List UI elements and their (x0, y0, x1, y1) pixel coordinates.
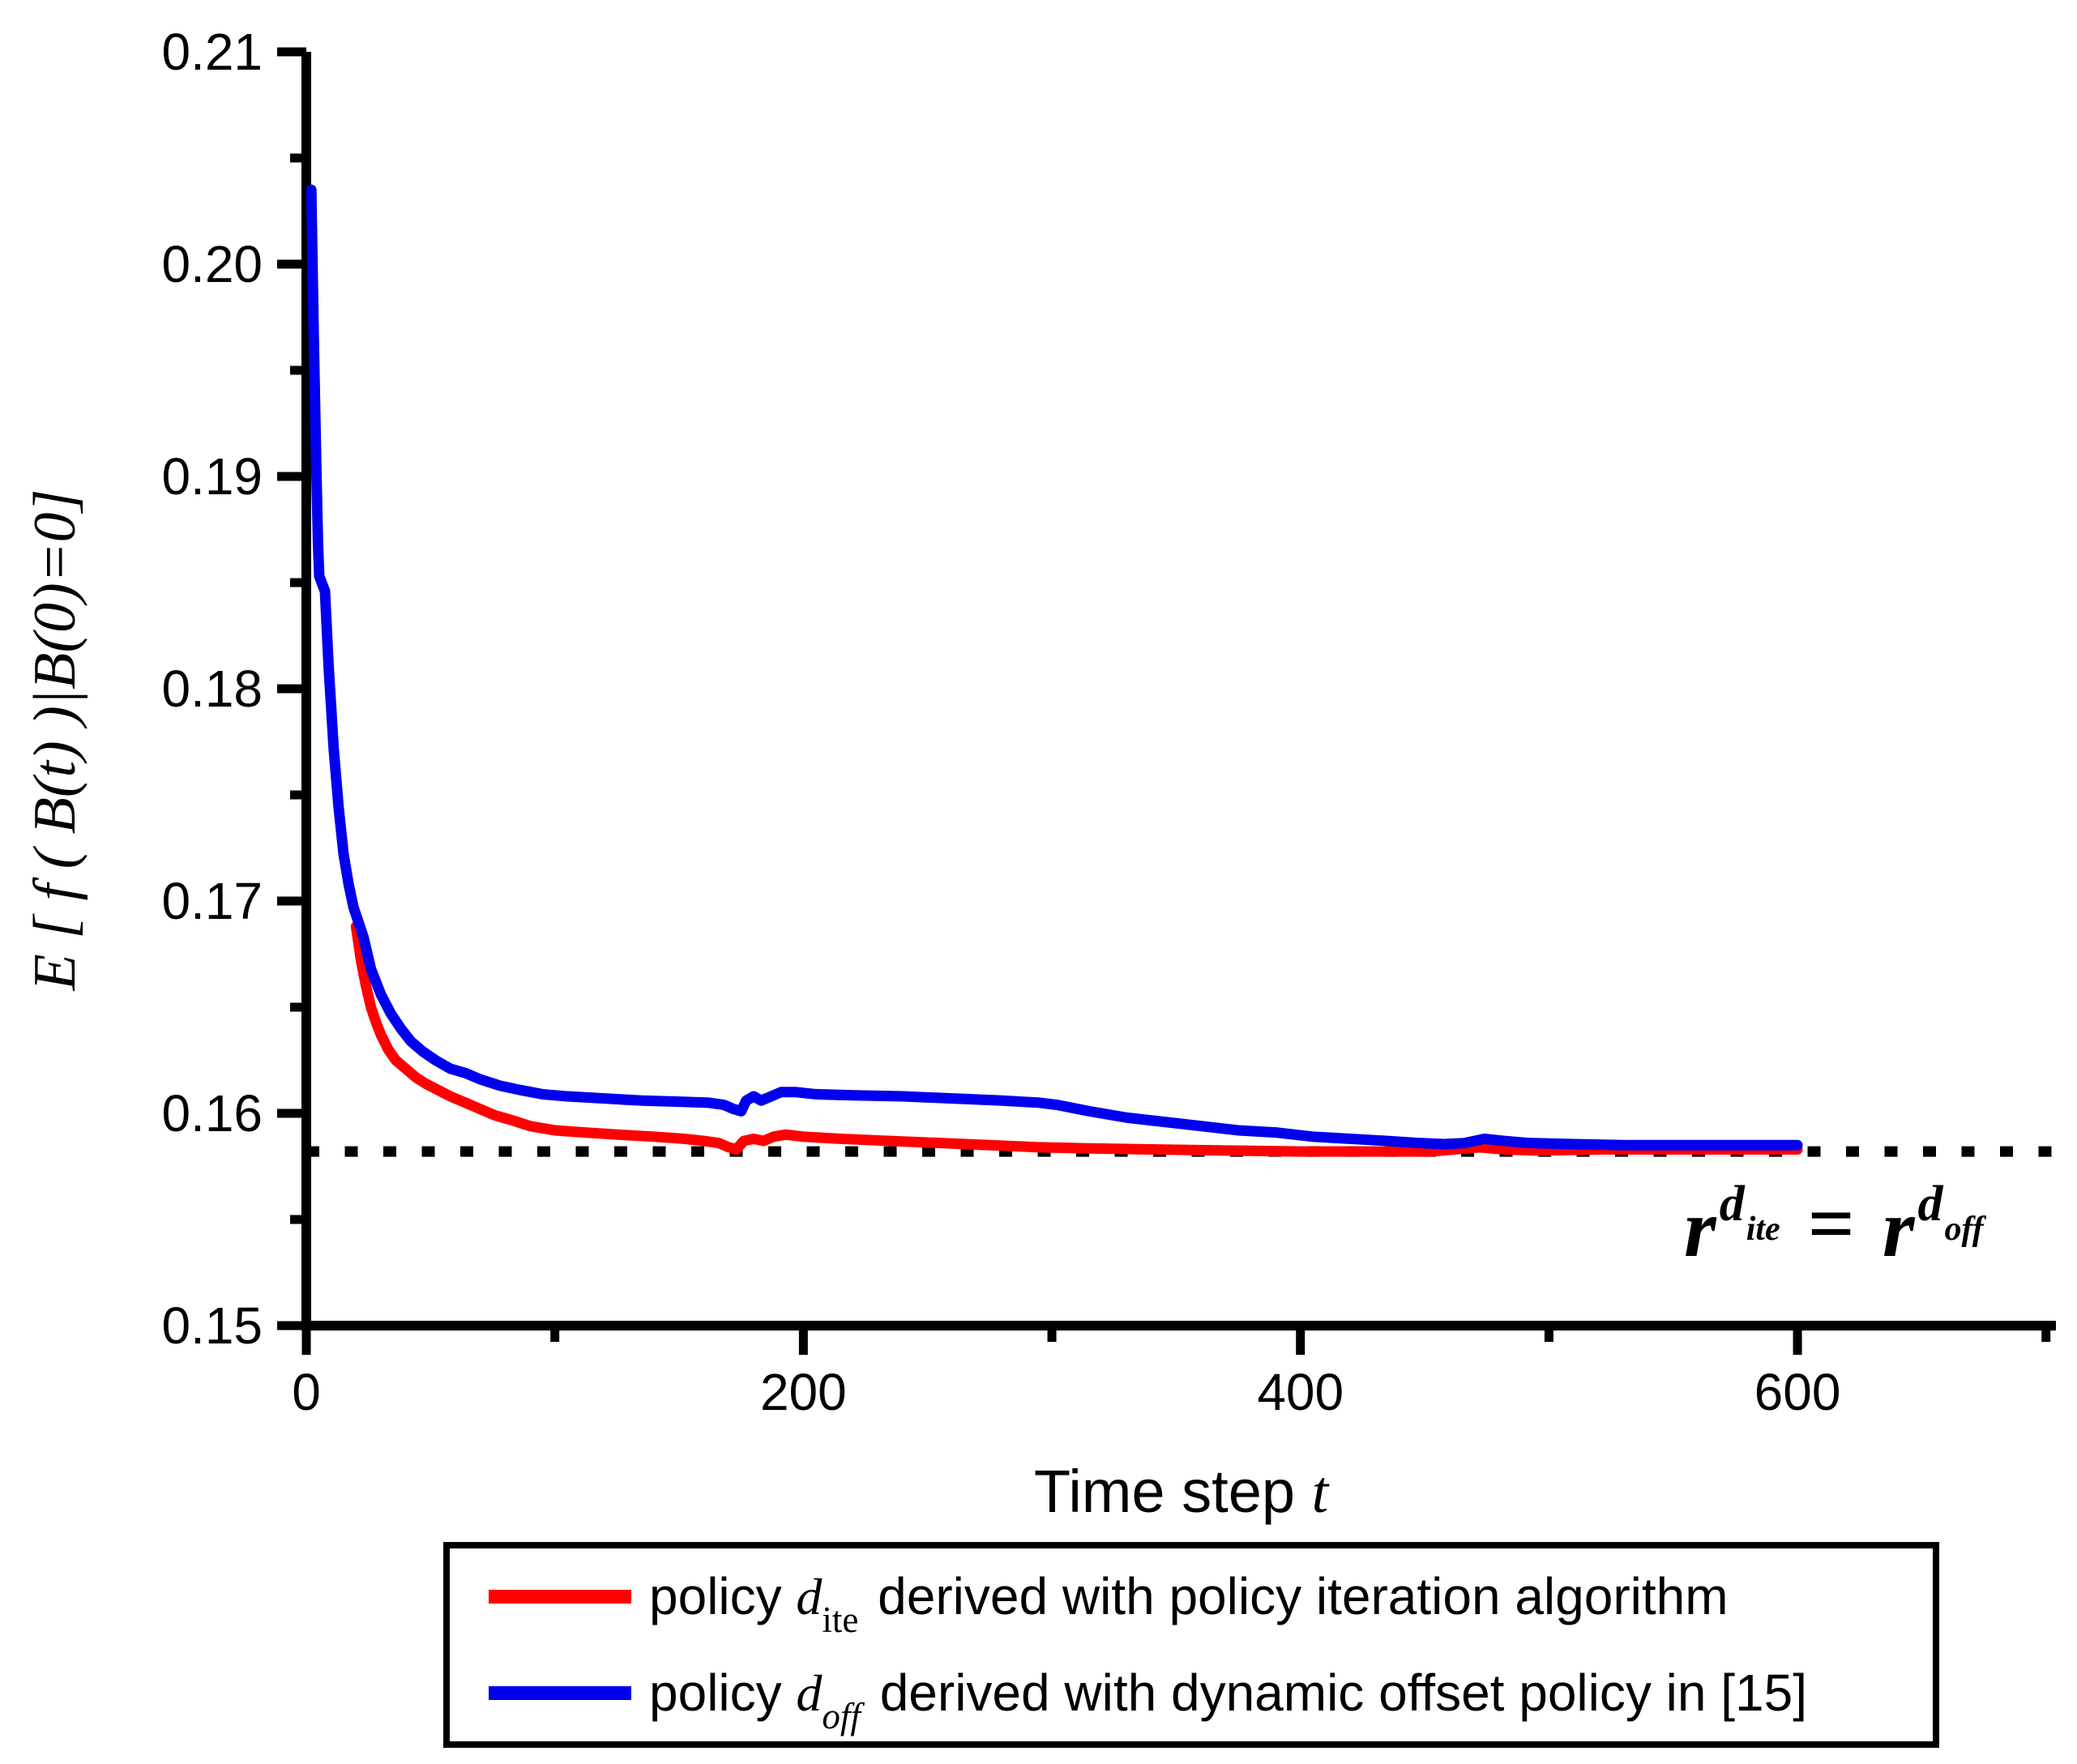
legend-box: policy dite derived with policy iteratio… (443, 1542, 1939, 1748)
y-tick-label: 0.19 (161, 447, 263, 506)
annotation-sup-2: d (1917, 1177, 1943, 1232)
series-line-policy-iteration (350, 920, 1803, 1157)
legend-line-swatch (489, 1590, 631, 1604)
x-axis-title: Time step t (306, 1457, 2056, 1527)
legend-label-part: derived with dynamic offset policy in [1… (865, 1664, 1807, 1722)
annotation-base-2: r (1882, 1183, 1915, 1275)
legend-label-part: d (796, 1568, 823, 1625)
y-axis-title: E [ f ( B(t) )|B(0)=0] (22, 489, 88, 991)
annotation-supsub-1: ite (1746, 1211, 1780, 1248)
legend-label: policy doff derived with dynamic offset … (649, 1663, 1807, 1736)
annotation-equals: = (1807, 1178, 1855, 1270)
x-axis-title-text: Time step (1033, 1458, 1312, 1525)
annotation-sup-1: d (1719, 1177, 1745, 1232)
legend-label-part: derived with policy iteration algorithm (863, 1567, 1729, 1625)
legend-label: policy dite derived with policy iteratio… (649, 1566, 1729, 1640)
x-tick-label: 400 (1257, 1363, 1344, 1421)
legend-label-part: ite (822, 1600, 859, 1640)
y-tick-label: 0.21 (161, 23, 263, 81)
x-tick-label: 600 (1754, 1363, 1841, 1421)
y-tick-label: 0.16 (161, 1084, 263, 1143)
annotation-base-1: r (1684, 1183, 1716, 1275)
y-tick-label: 0.15 (161, 1296, 263, 1355)
annotation-supsub-2: off (1944, 1211, 1984, 1248)
legend-row: policy dite derived with policy iteratio… (489, 1553, 1933, 1641)
y-tick-label: 0.18 (161, 660, 263, 718)
x-axis-title-variable: t (1311, 1459, 1329, 1526)
y-tick-label: 0.20 (161, 235, 263, 293)
x-tick-label: 200 (760, 1363, 847, 1421)
legend-row: policy doff derived with dynamic offset … (489, 1649, 1933, 1737)
legend-line-swatch (489, 1686, 631, 1700)
series-line-dynamic-offset (306, 184, 1803, 1151)
y-tick-label: 0.17 (161, 872, 263, 930)
legend-label-part: policy (649, 1567, 797, 1625)
legend-label-part: off (822, 1696, 861, 1736)
annotation-r-equality: rdite = rdoff (1684, 1177, 1984, 1276)
x-tick-label: 0 (292, 1363, 321, 1421)
legend-label-part: policy (649, 1664, 797, 1722)
legend-label-part: d (796, 1664, 823, 1722)
